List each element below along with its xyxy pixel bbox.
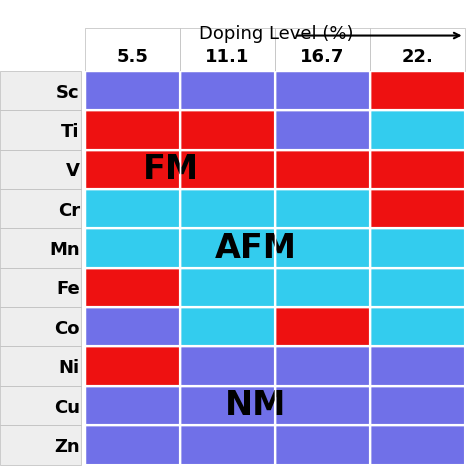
- Bar: [180, 307, 275, 346]
- Bar: [180, 346, 275, 386]
- Bar: [85, 189, 180, 228]
- Bar: [180, 268, 275, 307]
- Text: Doping Level (%): Doping Level (%): [199, 25, 354, 43]
- Bar: [370, 307, 465, 346]
- Bar: [85, 71, 180, 110]
- Bar: [85, 425, 180, 465]
- Bar: [180, 71, 275, 110]
- Bar: [275, 346, 370, 386]
- Bar: [85, 346, 180, 386]
- Bar: [275, 386, 370, 425]
- Bar: [85, 307, 180, 346]
- Bar: [85, 228, 180, 268]
- Bar: [275, 150, 370, 189]
- Bar: [180, 71, 275, 110]
- Bar: [275, 268, 370, 307]
- Bar: [180, 189, 275, 228]
- Bar: [275, 189, 370, 228]
- Bar: [370, 268, 465, 307]
- Bar: [370, 150, 465, 189]
- Bar: [85, 189, 180, 228]
- Bar: [180, 386, 275, 425]
- Bar: [370, 71, 465, 110]
- Bar: [85, 386, 180, 425]
- Bar: [370, 110, 465, 150]
- Bar: [85, 268, 180, 307]
- Bar: [180, 425, 275, 465]
- Bar: [180, 228, 275, 268]
- Bar: [85, 228, 180, 268]
- Bar: [180, 307, 275, 346]
- Text: AFM: AFM: [215, 232, 297, 264]
- Bar: [85, 150, 180, 189]
- Bar: [275, 228, 370, 268]
- Bar: [180, 150, 275, 189]
- Bar: [180, 268, 275, 307]
- Bar: [370, 150, 465, 189]
- Bar: [275, 150, 370, 189]
- Bar: [275, 110, 370, 150]
- Bar: [370, 346, 465, 386]
- Bar: [275, 71, 370, 110]
- Bar: [180, 228, 275, 268]
- Bar: [275, 307, 370, 346]
- Bar: [85, 346, 180, 386]
- Bar: [370, 425, 465, 465]
- Bar: [85, 386, 180, 425]
- Bar: [275, 425, 370, 465]
- Bar: [275, 268, 370, 307]
- Bar: [85, 268, 180, 307]
- Bar: [370, 189, 465, 228]
- Bar: [275, 189, 370, 228]
- Bar: [180, 346, 275, 386]
- Bar: [370, 228, 465, 268]
- Bar: [180, 425, 275, 465]
- Bar: [275, 71, 370, 110]
- Bar: [370, 189, 465, 228]
- Bar: [85, 150, 180, 189]
- Bar: [370, 307, 465, 346]
- Bar: [275, 110, 370, 150]
- Bar: [275, 425, 370, 465]
- Bar: [275, 307, 370, 346]
- Bar: [85, 425, 180, 465]
- Bar: [370, 386, 465, 425]
- Bar: [370, 71, 465, 110]
- Bar: [370, 386, 465, 425]
- Bar: [85, 110, 180, 150]
- Bar: [180, 386, 275, 425]
- Bar: [275, 228, 370, 268]
- Bar: [180, 110, 275, 150]
- Bar: [85, 110, 180, 150]
- Text: FM: FM: [143, 153, 199, 186]
- Bar: [180, 150, 275, 189]
- Text: NM: NM: [225, 389, 287, 422]
- Bar: [85, 71, 180, 110]
- Bar: [180, 189, 275, 228]
- Bar: [275, 386, 370, 425]
- Bar: [370, 228, 465, 268]
- Bar: [370, 268, 465, 307]
- Bar: [370, 110, 465, 150]
- Bar: [370, 346, 465, 386]
- Bar: [275, 346, 370, 386]
- Bar: [85, 307, 180, 346]
- Bar: [180, 110, 275, 150]
- Bar: [370, 425, 465, 465]
